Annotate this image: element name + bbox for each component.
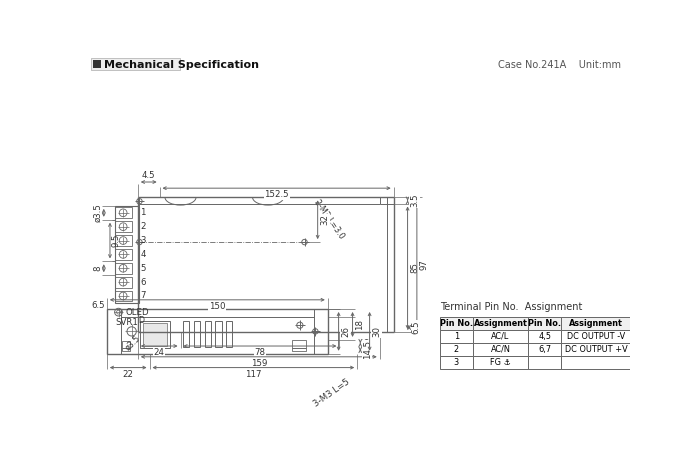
Bar — [561, 317, 631, 330]
Text: 4.5: 4.5 — [142, 171, 155, 180]
Bar — [473, 356, 528, 369]
Bar — [107, 309, 328, 354]
Text: 152.5: 152.5 — [265, 191, 289, 200]
Text: DC OUTPUT +V: DC OUTPUT +V — [565, 345, 627, 354]
Text: 159: 159 — [251, 359, 267, 368]
Bar — [183, 322, 189, 347]
Text: 24: 24 — [154, 349, 164, 357]
Bar — [90, 58, 180, 71]
Bar — [116, 290, 132, 301]
Text: 6: 6 — [140, 278, 146, 287]
Bar — [528, 343, 561, 356]
Text: 8: 8 — [93, 266, 102, 271]
Text: 3-M3 L=5: 3-M3 L=5 — [312, 377, 351, 408]
Bar — [440, 356, 473, 369]
Bar — [116, 277, 132, 288]
Text: 7: 7 — [140, 291, 146, 300]
Text: FG ⚓: FG ⚓ — [490, 358, 511, 367]
Text: 30: 30 — [372, 326, 381, 337]
Text: Pin No.: Pin No. — [528, 319, 561, 328]
Bar — [93, 60, 101, 68]
Bar — [473, 343, 528, 356]
Bar — [116, 263, 132, 273]
Bar — [194, 322, 200, 347]
Text: ø3.5: ø3.5 — [93, 203, 102, 222]
Text: 1: 1 — [140, 208, 146, 217]
Bar — [122, 341, 130, 348]
Text: AC/L: AC/L — [491, 332, 510, 341]
Bar — [528, 317, 561, 330]
Bar — [116, 221, 132, 232]
Text: 3: 3 — [454, 358, 459, 367]
Text: 14.5: 14.5 — [363, 340, 372, 360]
Bar — [561, 356, 631, 369]
Bar — [440, 317, 473, 330]
Text: Pin No.: Pin No. — [440, 319, 473, 328]
Text: 6.5: 6.5 — [91, 301, 104, 310]
Text: 2: 2 — [454, 345, 459, 354]
Bar — [440, 330, 473, 343]
Text: ø3.5: ø3.5 — [124, 333, 143, 352]
Text: 78: 78 — [254, 349, 265, 357]
Text: SVR1: SVR1 — [116, 318, 139, 327]
Text: AC/N: AC/N — [491, 345, 510, 354]
Text: 26: 26 — [341, 326, 350, 337]
Bar — [473, 330, 528, 343]
Text: Assignment: Assignment — [569, 319, 623, 328]
Text: 18: 18 — [355, 319, 364, 330]
Text: OLED: OLED — [125, 308, 149, 316]
Text: Terminal Pin No.  Assignment: Terminal Pin No. Assignment — [440, 302, 582, 312]
Text: 9.5: 9.5 — [111, 234, 120, 247]
Text: 3.5: 3.5 — [363, 336, 372, 350]
Text: 3: 3 — [140, 236, 146, 245]
Text: 85: 85 — [410, 262, 419, 273]
Text: DC OUTPUT -V: DC OUTPUT -V — [567, 332, 625, 341]
Bar — [204, 322, 211, 347]
Bar — [216, 322, 222, 347]
Bar — [528, 330, 561, 343]
Bar — [528, 356, 561, 369]
Text: Case No.241A    Unit:mm: Case No.241A Unit:mm — [498, 60, 622, 70]
Text: 1: 1 — [454, 332, 459, 341]
Text: Assignment: Assignment — [474, 319, 528, 328]
Bar — [115, 206, 139, 303]
Text: 97: 97 — [419, 259, 428, 270]
Bar — [561, 330, 631, 343]
Text: D: D — [138, 316, 144, 325]
Bar — [116, 249, 132, 260]
Text: 4: 4 — [140, 250, 146, 259]
Text: 32: 32 — [320, 214, 329, 225]
Bar — [116, 235, 132, 246]
Bar — [226, 322, 232, 347]
Text: 2: 2 — [140, 222, 146, 231]
Bar — [143, 323, 167, 346]
Bar — [292, 340, 306, 348]
Bar — [561, 343, 631, 356]
Text: 117: 117 — [245, 370, 262, 379]
Bar — [122, 348, 130, 351]
Text: Mechanical Specification: Mechanical Specification — [104, 60, 259, 70]
Bar — [140, 321, 169, 349]
Bar — [473, 317, 528, 330]
Text: 22: 22 — [122, 370, 134, 379]
Bar — [116, 207, 132, 218]
Text: 6,7: 6,7 — [538, 345, 552, 354]
Text: 6.5: 6.5 — [412, 321, 421, 334]
Text: 4,5: 4,5 — [538, 332, 552, 341]
Bar — [292, 348, 306, 351]
Text: 3.5: 3.5 — [410, 194, 419, 207]
Text: 5: 5 — [140, 264, 146, 273]
Text: 150: 150 — [209, 302, 225, 311]
Text: 2-M3 L=3.0: 2-M3 L=3.0 — [312, 198, 346, 240]
Bar — [440, 343, 473, 356]
